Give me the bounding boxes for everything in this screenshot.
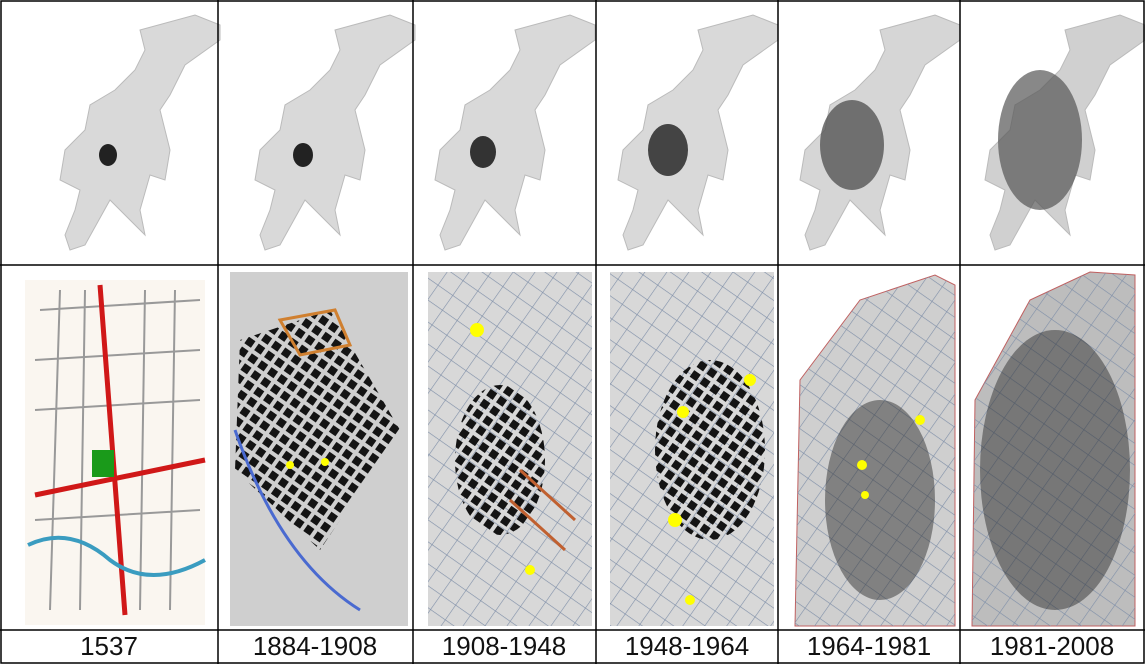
overview-map — [617, 14, 779, 251]
overview-map — [59, 14, 221, 251]
top-row — [59, 14, 1145, 251]
overview-map — [984, 14, 1145, 251]
overview-map — [799, 14, 961, 251]
plan-1981 — [971, 271, 1136, 627]
plan-1537 — [25, 280, 206, 625]
period-label: 1537 — [80, 631, 138, 661]
period-label: 1981-2008 — [990, 631, 1114, 661]
plan-1964 — [794, 274, 956, 627]
overview-map — [254, 14, 416, 251]
period-label: 1908-1948 — [442, 631, 566, 661]
plan-1884 — [230, 272, 408, 626]
plan-1908 — [428, 272, 592, 626]
period-label: 1964-1981 — [807, 631, 931, 661]
bottom-row — [25, 271, 1136, 627]
period-label: 1948-1964 — [625, 631, 749, 661]
period-labels: 1537 1884-1908 1908-1948 1948-1964 1964-… — [80, 631, 1114, 661]
period-label: 1884-1908 — [253, 631, 377, 661]
plan-1948 — [610, 272, 774, 626]
overview-map — [434, 14, 596, 251]
